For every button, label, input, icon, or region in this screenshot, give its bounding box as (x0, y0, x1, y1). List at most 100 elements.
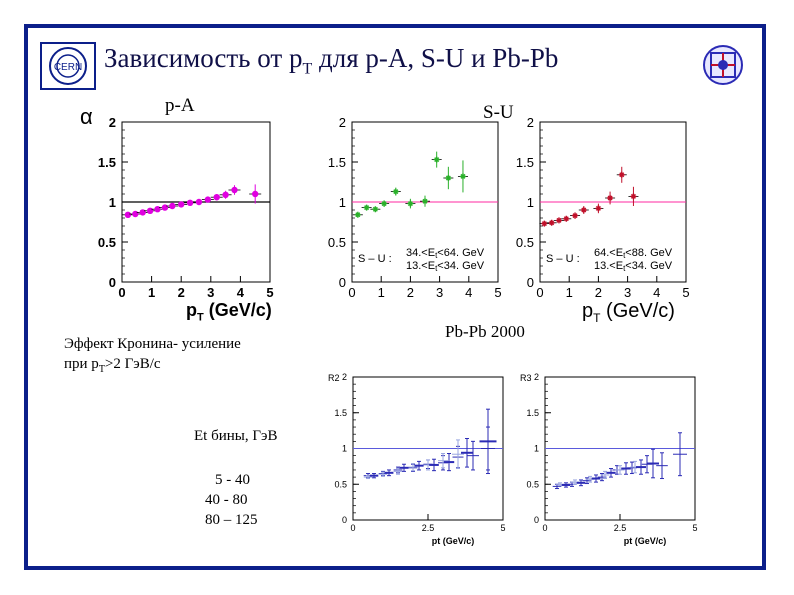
legend-row: 13.<Et<34. GeV (594, 260, 673, 273)
pA-xaxis-p: p (186, 300, 197, 320)
y-tick-label: 1 (342, 444, 347, 454)
data-point (433, 156, 440, 163)
data-point (580, 207, 587, 213)
data-point (154, 206, 161, 213)
x-tick-label: 2.5 (614, 523, 627, 533)
y-tick-label: 0.5 (98, 235, 116, 250)
title-sub: T (302, 60, 313, 78)
data-point (124, 211, 132, 218)
data-point (169, 202, 176, 210)
data-point (146, 207, 154, 214)
data-point (618, 171, 625, 178)
data-point (572, 212, 579, 219)
title-main: Зависимость от p (104, 43, 303, 73)
chart-PbPb_R2: 0 0.5 1 1.5 2 0 2.5 5 R2 pt (GeV/c) (328, 372, 506, 546)
x-tick-label: 0 (118, 285, 125, 300)
legend-prefix: S – U : (358, 253, 392, 265)
x-tick-label: 4 (237, 285, 245, 300)
x-tick-label: 5 (266, 285, 273, 300)
x-tick-label: 5 (500, 523, 505, 533)
cronin-line1: Эффект Кронина- усиление (64, 336, 241, 352)
cronin-line2: при pT>2 ГэВ/с (64, 354, 241, 380)
pA-xaxis-label: pT (GeV/c) (186, 300, 272, 324)
y-tick-label: 1 (109, 195, 116, 210)
data-point (459, 173, 466, 180)
x-tick-label: 5 (692, 523, 697, 533)
data-point (541, 220, 548, 227)
x-tick-label: 0 (350, 523, 355, 533)
x-tick-label: 3 (207, 285, 214, 300)
data-point (372, 206, 379, 213)
data-point (252, 190, 259, 198)
y-tick-label: 0 (527, 275, 534, 290)
y-tick-label: 2 (527, 115, 534, 130)
y-tick-label: 0.5 (328, 235, 346, 250)
data-point (132, 210, 139, 218)
SU-title: S-U (483, 102, 514, 123)
data-point (178, 201, 185, 208)
data-point (195, 198, 203, 206)
chart-SU_right: 0 0.5 1 1.5 2 0 1 2 3 4 5 S – U : 64.<Et<88. GeV13.<… (516, 115, 690, 300)
cronin-line2-sub: T (98, 364, 105, 375)
data-point (381, 200, 388, 207)
chart-pA: 0 0.5 1 1.5 2 0 1 2 3 4 5 (98, 115, 274, 300)
data-point (222, 191, 229, 198)
x-tick-label: 2 (178, 285, 185, 300)
y-tick-label: 2 (339, 115, 346, 130)
y-tick-label: 0 (342, 515, 347, 525)
y-tick-label: 0.5 (334, 479, 347, 489)
pA-xaxis-sub: T (197, 311, 204, 324)
et-bins-list: 5 - 40 40 - 80 80 – 125 (205, 470, 258, 530)
x-tick-label: 0 (348, 285, 355, 300)
y-tick-label: 0 (534, 515, 539, 525)
data-point (422, 198, 428, 205)
cronin-line2-b: >2 ГэВ/с (104, 356, 161, 372)
alpha-label: α (80, 104, 93, 129)
y-tick-label: 0.5 (516, 235, 534, 250)
slide-frame (24, 24, 766, 570)
legend-row: 64.<Et<88. GeV (594, 247, 673, 260)
y-tick-label: 1 (527, 195, 534, 210)
data-point (139, 209, 146, 216)
x-tick-label: 2 (407, 285, 414, 300)
data-point (161, 204, 169, 211)
x-tick-label: 0 (536, 285, 543, 300)
cern-logo-text: CERN (54, 62, 82, 73)
x-tick-label: 3 (436, 285, 443, 300)
data-point (607, 195, 614, 201)
x-tick-label: 1 (566, 285, 573, 300)
SU-xaxis-unit: (GeV/c) (606, 300, 675, 322)
y-tick-label: 2 (109, 115, 116, 130)
y-tick-label: 1 (339, 195, 346, 210)
chart-PbPb_R3: 0 0.5 1 1.5 2 0 2.5 5 R3 pt (GeV/c) (520, 372, 698, 546)
data-point (630, 193, 637, 200)
x-tick-label: 2 (595, 285, 602, 300)
legend-prefix: S – U : (546, 253, 580, 265)
x-axis-label: pt (GeV/c) (432, 536, 475, 546)
y-tick-label: 2 (534, 372, 539, 382)
data-point (363, 204, 370, 211)
et-bins-title: Et бины, ГэВ (194, 428, 278, 444)
pA-title: p-A (165, 95, 195, 116)
y-axis-label: R2 (328, 373, 340, 383)
data-point (407, 200, 414, 207)
y-tick-label: 0 (339, 275, 346, 290)
y-tick-label: 1 (534, 444, 539, 454)
legend-row: 13.<Et<34. GeV (406, 260, 485, 273)
SU-xaxis-sub: T (593, 311, 601, 325)
y-tick-label: 1.5 (328, 155, 346, 170)
cronin-line2-a: при p (64, 356, 99, 372)
x-tick-label: 2.5 (422, 523, 435, 533)
x-tick-label: 4 (465, 285, 472, 300)
x-tick-label: 5 (682, 285, 689, 300)
y-tick-label: 1.5 (516, 155, 534, 170)
x-axis-label: pt (GeV/c) (624, 536, 667, 546)
y-tick-label: 1.5 (334, 408, 347, 418)
x-tick-label: 0 (542, 523, 547, 533)
x-tick-label: 5 (494, 285, 501, 300)
data-point (204, 196, 212, 203)
SU-xaxis-label: pT (GeV/c) (582, 300, 675, 325)
x-tick-label: 1 (378, 285, 385, 300)
x-tick-label: 4 (653, 285, 660, 300)
x-tick-label: 1 (148, 285, 155, 300)
